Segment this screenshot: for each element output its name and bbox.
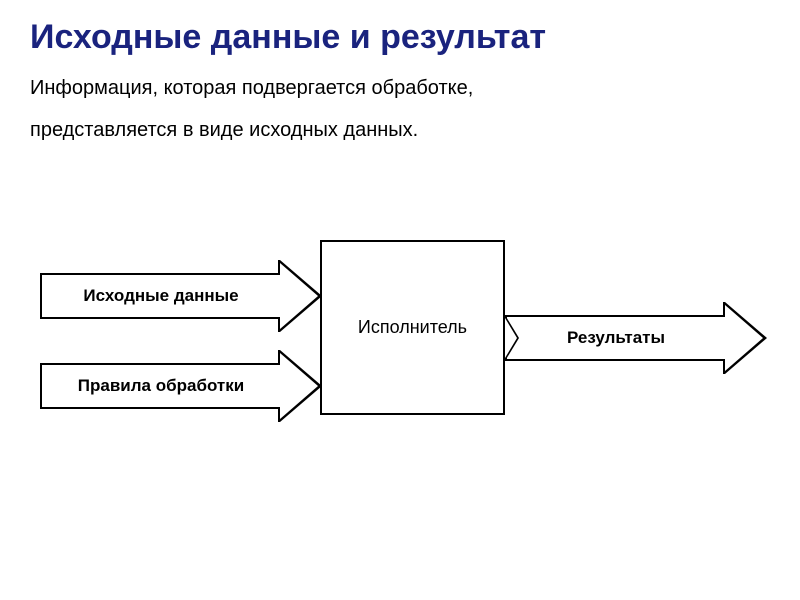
arrow-input-data-label: Исходные данные: [83, 286, 238, 306]
executor-label: Исполнитель: [358, 317, 467, 338]
subtitle-line-2: представляется в виде исходных данных.: [0, 109, 800, 151]
arrow-results-label: Результаты: [567, 328, 665, 348]
executor-box: Исполнитель: [320, 240, 505, 415]
flow-diagram: Исходные данные Правила обработки Исполн…: [0, 240, 800, 520]
subtitle-line-1: Информация, которая подвергается обработ…: [0, 67, 800, 109]
arrow-results: Результаты: [505, 302, 765, 374]
arrow-rules-label: Правила обработки: [78, 376, 244, 396]
arrow-rules: Правила обработки: [40, 350, 320, 422]
page-title: Исходные данные и результат: [0, 0, 800, 67]
arrow-input-data: Исходные данные: [40, 260, 320, 332]
